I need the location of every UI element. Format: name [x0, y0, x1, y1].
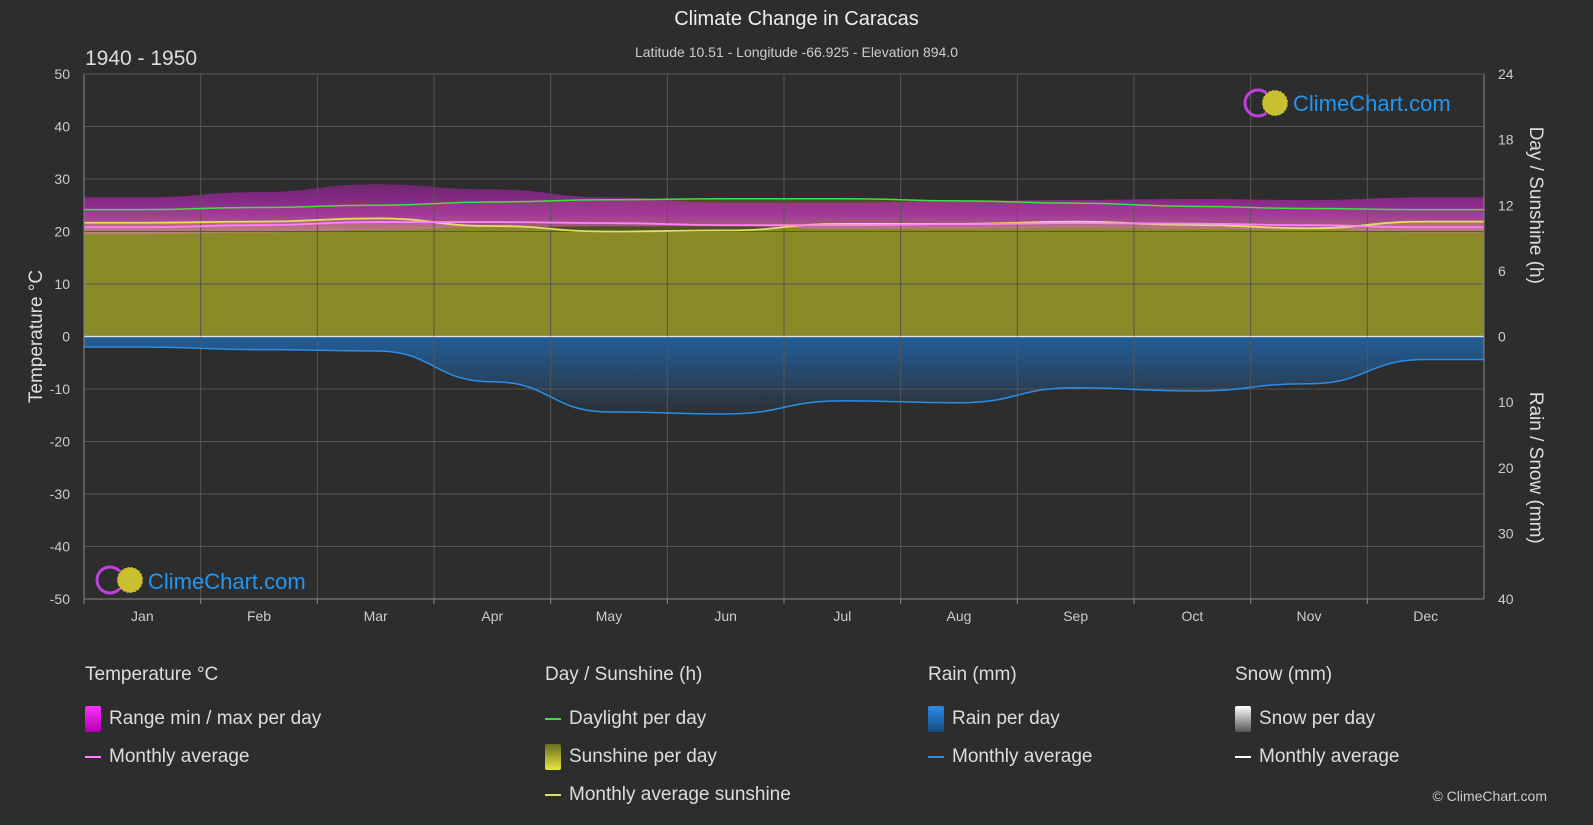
legend-label: Rain per day — [952, 708, 1060, 729]
left-tick-label: 50 — [54, 66, 70, 82]
legend-item: Daylight per day — [545, 700, 791, 738]
right-tick-label-mm: 20 — [1498, 460, 1514, 476]
line-swatch-icon — [545, 794, 561, 796]
month-tick-label: Feb — [247, 608, 271, 624]
left-tick-label: -20 — [50, 434, 70, 450]
legend-item: Range min / max per day — [85, 700, 321, 738]
right-top-axis-title: Day / Sunshine (h) — [1525, 127, 1546, 284]
line-swatch-icon — [928, 756, 944, 758]
legend-label: Monthly average — [1259, 746, 1400, 767]
legend-item: Snow per day — [1235, 700, 1399, 738]
watermark-text: ClimeChart.com — [148, 569, 306, 594]
watermark-bottom: ClimeChart.com — [95, 565, 306, 595]
temperature-average-line — [84, 221, 1484, 229]
right-tick-label-hours: 12 — [1498, 197, 1514, 213]
month-tick-label: Sep — [1063, 608, 1088, 624]
legend-label: Sunshine per day — [569, 746, 717, 767]
sunshine-average-line — [83, 217, 1484, 233]
left-tick-label: -10 — [50, 381, 70, 397]
sunshine-swatch-icon — [545, 744, 561, 770]
legend-label: Snow per day — [1259, 708, 1376, 729]
climate-chart: 50 40 30 20 10 0 -10 -20 -30 -40 -50 24 18 12 6 0 10 20 30… — [26, 66, 1546, 624]
watermark-top: ClimeChart.com — [1243, 88, 1451, 118]
month-tick-label: Jun — [714, 608, 737, 624]
legend-item: Monthly average — [1235, 738, 1399, 776]
legend-rain: Rain (mm) Rain per day Monthly average — [928, 664, 1092, 776]
legend-title: Rain (mm) — [928, 664, 1017, 685]
month-tick-label: May — [596, 608, 622, 624]
range-swatch-icon — [85, 706, 101, 732]
line-swatch-icon — [85, 756, 101, 758]
left-tick-label: 30 — [54, 171, 70, 187]
watermark-text: ClimeChart.com — [1293, 91, 1451, 116]
left-tick-label: 20 — [54, 224, 70, 240]
month-tick-label: Jan — [131, 608, 154, 624]
chart-subtitle: Latitude 10.51 - Longitude -66.925 - Ele… — [634, 44, 959, 60]
legend-label: Daylight per day — [569, 708, 707, 729]
legend-item: Monthly average — [85, 738, 321, 776]
rain-average-line — [83, 346, 1484, 415]
left-tick-label: -40 — [50, 539, 70, 555]
legend-title: Day / Sunshine (h) — [545, 664, 703, 685]
month-tick-label: Dec — [1413, 608, 1438, 624]
snow-swatch-icon — [1235, 706, 1251, 732]
legend-item: Monthly average — [928, 738, 1092, 776]
brand-logo-icon — [95, 565, 144, 595]
chart-title: Climate Change in Caracas — [674, 8, 919, 30]
left-tick-label: -50 — [50, 591, 70, 607]
left-tick-label: 0 — [62, 329, 70, 345]
daylight-line — [83, 197, 1484, 211]
legend-title: Snow (mm) — [1235, 664, 1333, 685]
brand-logo-icon — [1243, 88, 1289, 118]
left-tick-label: 40 — [54, 119, 70, 135]
right-tick-label-hours: 6 — [1498, 263, 1506, 279]
month-tick-label: Aug — [947, 608, 972, 624]
copyright: © ClimeChart.com — [1432, 788, 1547, 804]
month-tick-label: Oct — [1181, 608, 1203, 624]
month-tick-label: Apr — [481, 608, 503, 624]
legend-label: Monthly average — [952, 746, 1093, 767]
month-tick-label: Jul — [833, 608, 851, 624]
right-tick-label-hours: 18 — [1498, 132, 1514, 148]
right-tick-label-hours: 0 — [1498, 329, 1506, 345]
right-tick-label-mm: 30 — [1498, 525, 1514, 541]
line-swatch-icon — [545, 718, 561, 720]
right-bottom-axis-title: Rain / Snow (mm) — [1525, 392, 1546, 544]
rain-swatch-icon — [928, 706, 944, 732]
left-tick-label: 10 — [54, 276, 70, 292]
right-tick-label-hours: 24 — [1498, 66, 1514, 82]
legend-sunshine: Day / Sunshine (h) Daylight per day Suns… — [545, 664, 791, 814]
right-tick-label-mm: 10 — [1498, 394, 1514, 410]
legend-item: Rain per day — [928, 700, 1092, 738]
month-tick-label: Mar — [364, 608, 388, 624]
legend-item: Sunshine per day — [545, 738, 791, 776]
left-axis-title: Temperature °C — [26, 270, 47, 403]
left-tick-label: -30 — [50, 486, 70, 502]
legend-snow: Snow (mm) Snow per day Monthly average — [1235, 664, 1399, 776]
right-tick-label-mm: 40 — [1498, 591, 1514, 607]
legend-temperature: Temperature °C Range min / max per day M… — [85, 664, 321, 776]
period-label: 1940 - 1950 — [85, 47, 198, 70]
month-tick-label: Nov — [1297, 608, 1322, 624]
legend-item: Monthly average sunshine — [545, 776, 791, 814]
legend-label: Range min / max per day — [109, 708, 322, 729]
legend-title: Temperature °C — [85, 664, 219, 685]
line-swatch-icon — [1235, 756, 1251, 758]
legend-label: Monthly average — [109, 746, 250, 767]
legend-label: Monthly average sunshine — [569, 784, 791, 805]
